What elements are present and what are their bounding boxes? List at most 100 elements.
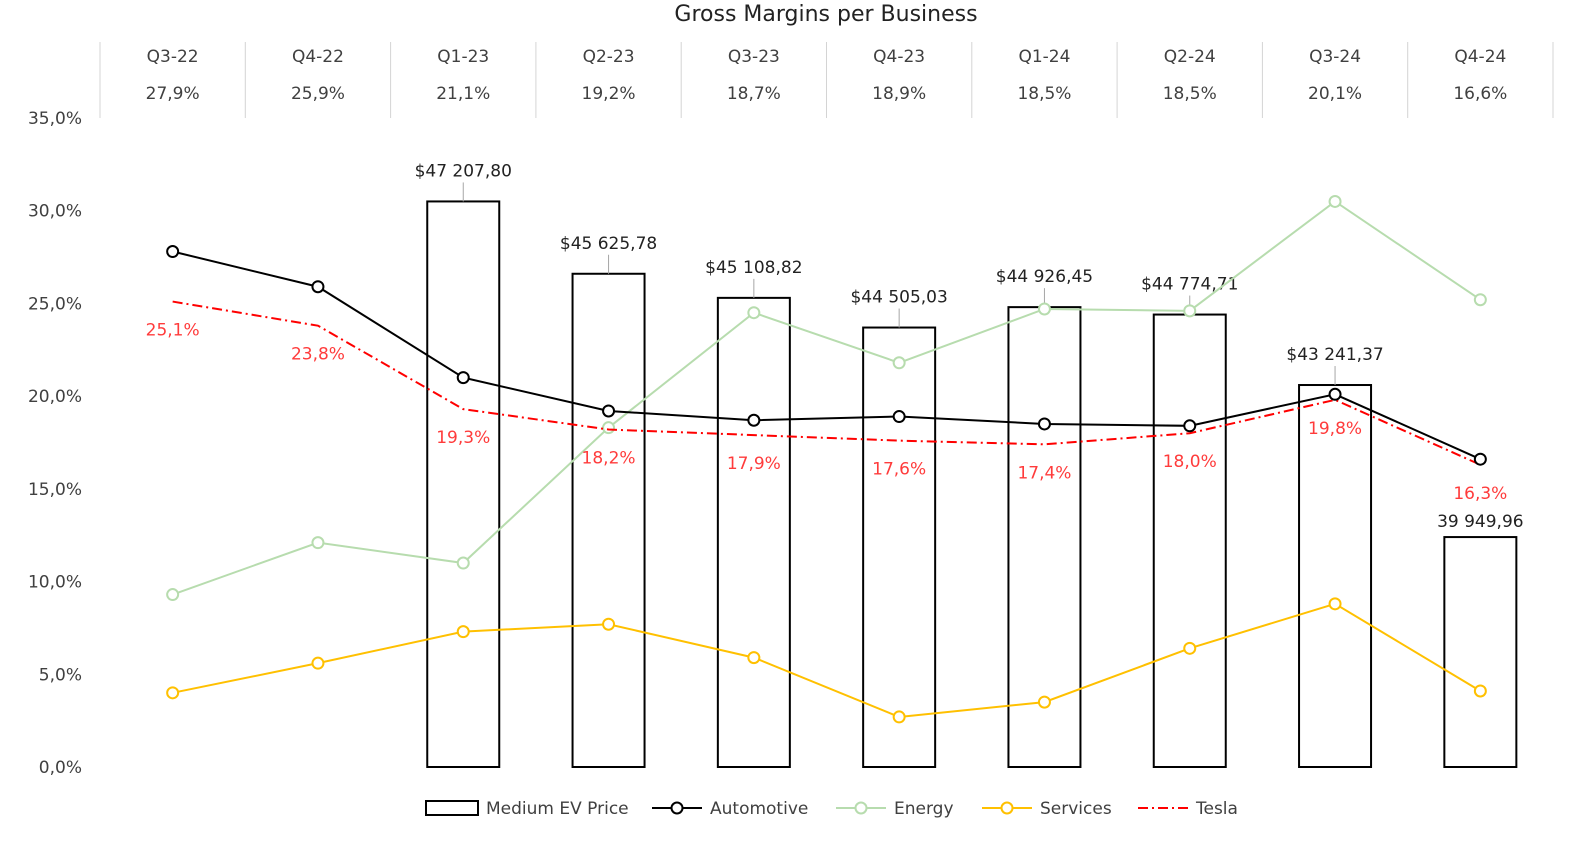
tesla-value-label: 17,9% xyxy=(727,454,781,474)
bar-q1-23 xyxy=(426,200,501,768)
header-margin-value: 18,5% xyxy=(1017,84,1071,104)
legend-label: Tesla xyxy=(1195,799,1238,819)
point-automotive-q2-24 xyxy=(1183,419,1197,433)
bar-q4-23 xyxy=(862,326,937,768)
legend-swatch-marker xyxy=(854,801,868,815)
bar-value-label: $47 207,80 xyxy=(415,161,512,181)
bar-series-medium-ev-price xyxy=(426,200,1518,768)
series-energy xyxy=(166,194,1487,602)
legend-swatch-marker xyxy=(1000,801,1014,815)
legend-label: Automotive xyxy=(710,799,808,819)
bar-q2-23 xyxy=(571,272,646,768)
header-quarter-label: Q1-24 xyxy=(1018,47,1070,67)
point-energy-q1-23 xyxy=(456,556,470,570)
legend-label: Services xyxy=(1040,799,1112,819)
tesla-value-label: 18,2% xyxy=(582,449,636,469)
header-margin-value: 18,9% xyxy=(872,84,926,104)
bar-value-label: $44 926,45 xyxy=(996,267,1093,287)
bar-value-label: 39 949,96 xyxy=(1437,512,1524,532)
point-services-q2-23 xyxy=(602,617,616,631)
point-energy-q2-23 xyxy=(602,421,616,435)
tesla-value-label: 17,4% xyxy=(1017,463,1071,483)
series-line-automotive xyxy=(172,250,1481,461)
series-line-energy xyxy=(172,200,1481,596)
chart-title: Gross Margins per Business xyxy=(674,2,977,27)
tesla-data-labels: 25,1% 23,8% 19,3% 18,2% 17,9% 17,6% 17,4% 18,0%… xyxy=(146,321,1508,504)
header-margin-value: 16,6% xyxy=(1453,84,1507,104)
bar-value-label: $44 774,71 xyxy=(1141,275,1238,295)
legend-swatch-bar xyxy=(425,800,479,816)
point-services-q2-24 xyxy=(1183,641,1197,655)
header-quarter-label: Q4-22 xyxy=(292,47,344,67)
bar-q4-24 xyxy=(1443,536,1518,768)
bar-value-label: $44 505,03 xyxy=(850,288,947,308)
header-quarter-label: Q2-23 xyxy=(583,47,635,67)
point-services-q4-22 xyxy=(311,656,325,670)
point-automotive-q3-24 xyxy=(1328,387,1342,401)
y-tick-label: 25,0% xyxy=(28,294,82,314)
point-automotive-q4-24 xyxy=(1473,452,1487,466)
point-energy-q4-23 xyxy=(892,356,906,370)
series-tesla xyxy=(172,300,1481,466)
point-automotive-q1-24 xyxy=(1037,417,1051,431)
legend-item-automotive: Automotive xyxy=(652,799,808,819)
bar-value-label: $45 108,82 xyxy=(705,258,802,278)
point-automotive-q4-23 xyxy=(892,410,906,424)
point-automotive-q3-22 xyxy=(166,245,180,259)
series-line-services xyxy=(172,602,1481,718)
legend-item-tesla: Tesla xyxy=(1138,799,1238,819)
point-services-q4-23 xyxy=(892,710,906,724)
header-quarter-label: Q1-23 xyxy=(437,47,489,67)
point-services-q1-24 xyxy=(1037,695,1051,709)
tesla-value-label: 23,8% xyxy=(291,345,345,365)
tesla-value-label: 19,8% xyxy=(1308,419,1362,439)
bar-q2-24 xyxy=(1152,313,1227,768)
y-tick-label: 30,0% xyxy=(28,202,82,222)
point-services-q3-22 xyxy=(166,686,180,700)
legend-swatch-marker xyxy=(670,801,684,815)
header-quarter-label: Q3-23 xyxy=(728,47,780,67)
point-energy-q3-22 xyxy=(166,588,180,602)
point-services-q1-23 xyxy=(456,625,470,639)
point-energy-q3-23 xyxy=(747,306,761,320)
header-margin-value: 18,7% xyxy=(727,84,781,104)
y-tick-label: 10,0% xyxy=(28,573,82,593)
point-services-q3-23 xyxy=(747,651,761,665)
point-energy-q4-22 xyxy=(311,536,325,550)
header-margin-value: 27,9% xyxy=(146,84,200,104)
y-tick-label: 15,0% xyxy=(28,480,82,500)
bar-q3-23 xyxy=(716,296,791,768)
tesla-value-label: 25,1% xyxy=(146,321,200,341)
tesla-value-label: 17,6% xyxy=(872,460,926,480)
line-series xyxy=(166,194,1487,724)
header-quarter-label: Q3-24 xyxy=(1309,47,1361,67)
point-energy-q1-24 xyxy=(1037,302,1051,316)
point-services-q4-24 xyxy=(1473,684,1487,698)
header-quarter-label: Q4-24 xyxy=(1454,47,1506,67)
legend: Medium EV Price Automotive Energy Services T… xyxy=(425,799,1238,819)
legend-label: Energy xyxy=(894,799,954,819)
bar-labels: $47 207,80 $45 625,78 $45 108,82 $44 505,03… xyxy=(415,161,1524,532)
bar-value-label: $45 625,78 xyxy=(560,234,657,254)
bar-value-label: $43 241,37 xyxy=(1286,345,1383,365)
header-quarter-label: Q4-23 xyxy=(873,47,925,67)
series-automotive xyxy=(166,245,1487,466)
point-automotive-q1-23 xyxy=(456,371,470,385)
header-margin-value: 20,1% xyxy=(1308,84,1362,104)
legend-item-medium-ev-price: Medium EV Price xyxy=(425,799,629,819)
header-margin-value: 18,5% xyxy=(1163,84,1217,104)
point-energy-q4-24 xyxy=(1473,293,1487,307)
header-margin-value: 21,1% xyxy=(436,84,490,104)
legend-item-energy: Energy xyxy=(836,799,954,819)
point-automotive-q4-22 xyxy=(311,280,325,294)
point-energy-q2-24 xyxy=(1183,304,1197,318)
point-automotive-q2-23 xyxy=(602,404,616,418)
y-tick-label: 20,0% xyxy=(28,387,82,407)
header-margin-value: 19,2% xyxy=(582,84,636,104)
series-line-tesla xyxy=(172,300,1481,466)
header-table: Q3-22 27,9% Q4-22 25,9% Q1-23 21,1% Q2-23 19,2%… xyxy=(99,42,1554,118)
y-axis: 0,0% 5,0% 10,0% 15,0% 20,0% 25,0% 30,0% 35,0% xyxy=(28,109,82,778)
tesla-value-label: 19,3% xyxy=(436,428,490,448)
